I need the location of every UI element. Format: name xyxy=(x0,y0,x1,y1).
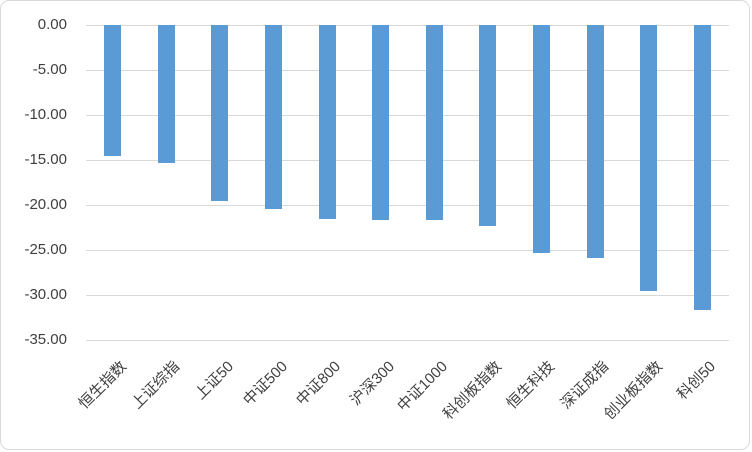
gridline xyxy=(86,115,729,116)
bar xyxy=(479,25,497,226)
bar xyxy=(532,25,550,253)
bar xyxy=(211,25,229,201)
gridline xyxy=(86,70,729,71)
bar xyxy=(104,25,122,156)
bar xyxy=(425,25,443,221)
y-axis-tick-label: -20.00 xyxy=(24,196,67,213)
bar xyxy=(265,25,283,209)
bar xyxy=(640,25,658,292)
bar xyxy=(318,25,336,219)
y-axis-tick-label: -10.00 xyxy=(24,106,67,123)
bar xyxy=(157,25,175,163)
gridline xyxy=(86,295,729,296)
y-axis-tick-label: 0.00 xyxy=(37,16,67,33)
y-axis-tick-label: -5.00 xyxy=(32,61,67,78)
gridline xyxy=(86,250,729,251)
bar xyxy=(372,25,390,221)
bar xyxy=(693,25,711,311)
y-axis-tick-label: -30.00 xyxy=(24,286,67,303)
gridline xyxy=(86,25,729,26)
y-axis-tick-label: -15.00 xyxy=(24,151,67,168)
y-axis-tick-label: -25.00 xyxy=(24,241,67,258)
gridline xyxy=(86,160,729,161)
gridline xyxy=(86,340,729,341)
gridline xyxy=(86,205,729,206)
plot-area xyxy=(86,25,729,341)
x-axis-category-label: 科创50 xyxy=(674,358,720,404)
bar xyxy=(586,25,604,259)
y-axis-tick-label: -35.00 xyxy=(24,331,67,348)
